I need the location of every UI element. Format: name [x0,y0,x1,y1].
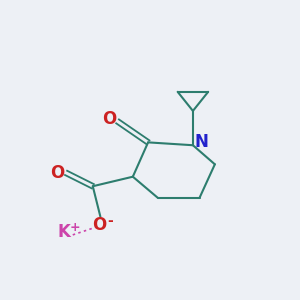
Text: O: O [50,164,64,182]
Text: +: + [69,221,80,234]
Text: O: O [92,216,106,234]
Text: O: O [102,110,116,128]
Text: N: N [195,134,209,152]
Text: K: K [58,223,70,241]
Text: -: - [107,214,113,228]
